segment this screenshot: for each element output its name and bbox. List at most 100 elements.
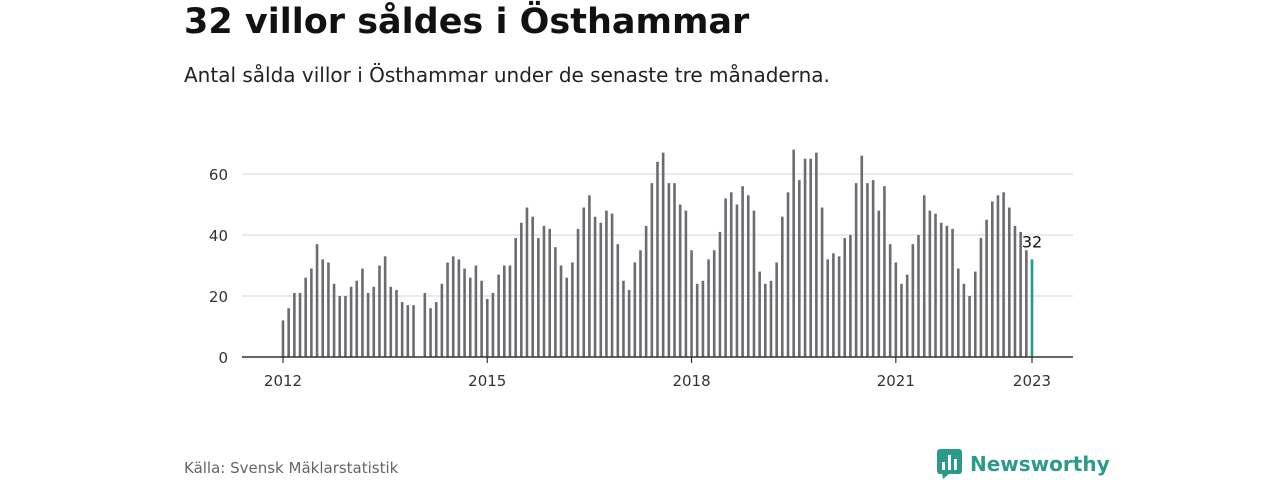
bar (423, 292, 427, 357)
bar (843, 238, 847, 357)
bar (599, 222, 603, 357)
bar (542, 225, 546, 357)
bar (537, 238, 540, 357)
bar (1008, 207, 1011, 357)
bar (729, 192, 733, 357)
x-tick-label: 2015 (468, 372, 506, 390)
bar (565, 277, 569, 357)
bar (503, 265, 506, 357)
newsworthy-logo-icon (937, 449, 962, 479)
bar (678, 204, 682, 357)
bar (894, 262, 898, 357)
bar (792, 149, 795, 357)
bar (412, 305, 415, 357)
bar (985, 219, 988, 357)
bar (434, 302, 438, 357)
bar (712, 250, 716, 357)
bar (520, 222, 523, 357)
bar (900, 283, 903, 357)
bar (378, 265, 381, 357)
bar (979, 238, 983, 357)
bar (593, 216, 597, 357)
bar (616, 244, 620, 357)
bar (548, 228, 552, 357)
bar (395, 289, 398, 357)
bar (474, 265, 478, 357)
bar (633, 262, 637, 357)
bar (406, 305, 410, 357)
bar (559, 265, 563, 357)
bar (832, 253, 835, 357)
bar (661, 152, 665, 357)
bar (650, 183, 654, 357)
bar (1025, 250, 1028, 357)
bar (746, 195, 750, 357)
bar (1019, 231, 1022, 357)
bar (968, 296, 971, 357)
x-tick-label: 2012 (264, 372, 302, 390)
bar (684, 210, 688, 357)
x-tick-label: 2021 (877, 372, 915, 390)
bar (758, 271, 761, 357)
bar (514, 238, 517, 357)
bar (310, 268, 313, 357)
bar (400, 302, 404, 357)
bar (781, 216, 784, 357)
annotations: 32 (1022, 232, 1042, 251)
bar (622, 280, 625, 357)
bar (463, 268, 466, 357)
bar (321, 259, 324, 357)
bar (667, 183, 671, 357)
y-axis-tick-labels: 0 20 40 60 (209, 166, 228, 367)
bar (701, 280, 705, 357)
bar (690, 250, 693, 357)
y-tick-label: 0 (218, 349, 228, 367)
bar (491, 292, 495, 357)
bar (973, 271, 977, 357)
bar (554, 247, 557, 357)
x-tick-label: 2018 (672, 372, 710, 390)
bar (344, 296, 347, 357)
bar (826, 259, 830, 357)
bar (695, 283, 699, 357)
bar (457, 259, 461, 357)
bar (837, 256, 841, 357)
bar (939, 222, 943, 357)
y-tick-label: 20 (209, 288, 228, 306)
bar (724, 198, 727, 357)
bar (877, 210, 881, 357)
bar (576, 228, 580, 357)
bar (610, 213, 614, 357)
bar (849, 235, 852, 357)
bar (304, 277, 307, 357)
bar (349, 286, 353, 357)
y-tick-label: 40 (209, 227, 228, 245)
bar (962, 283, 966, 357)
bar (372, 286, 376, 357)
x-axis (242, 356, 1073, 363)
bar (798, 180, 801, 357)
chart-title: 32 villor såldes i Östhammar (184, 2, 750, 42)
bar (917, 235, 920, 357)
bar (468, 277, 472, 357)
bar (883, 186, 886, 357)
bar (644, 225, 648, 357)
bar (327, 262, 330, 357)
bar (429, 308, 432, 357)
bar (718, 231, 722, 357)
highlight-value-label: 32 (1022, 232, 1042, 251)
bar (820, 207, 824, 357)
bar (673, 183, 676, 357)
bar (446, 262, 449, 357)
bar (911, 244, 915, 357)
bar (1013, 225, 1017, 357)
bar (956, 268, 960, 357)
bar (934, 213, 937, 357)
bar (871, 180, 875, 357)
bar (951, 228, 954, 357)
bar (338, 296, 342, 357)
bar (707, 259, 710, 357)
bar (639, 250, 642, 357)
bar-highlighted (1030, 259, 1034, 357)
chart-subtitle: Antal sålda villor i Östhammar under de … (184, 63, 830, 87)
